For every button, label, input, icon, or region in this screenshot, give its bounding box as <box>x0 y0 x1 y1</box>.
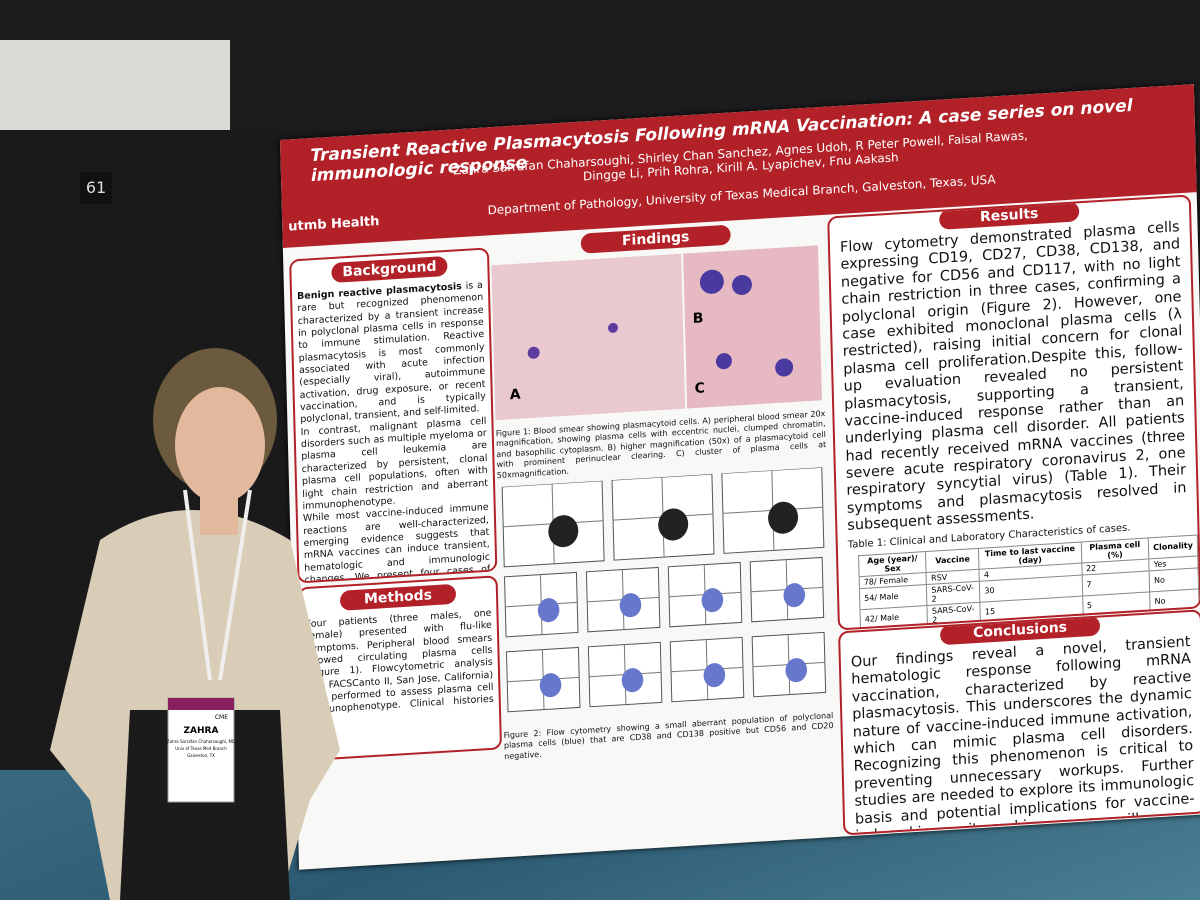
section-text: Flow cytometry demonstrated plasma cells… <box>839 219 1187 535</box>
badge-band <box>168 698 234 710</box>
results-section: Results Flow cytometry demonstrated plas… <box>827 194 1200 631</box>
badge-tag: CME <box>215 714 228 721</box>
lanyard <box>218 489 252 681</box>
cell-cluster <box>658 508 689 541</box>
table-cell: No <box>1149 567 1199 592</box>
face <box>175 387 265 503</box>
cell-cluster <box>548 515 579 548</box>
neck <box>200 495 238 535</box>
conclusions-section: Conclusions Our findings reveal a novel,… <box>838 609 1200 836</box>
logo: utmb Health <box>288 214 380 235</box>
booth-number: 61 <box>80 172 112 204</box>
panel-label: B <box>693 310 704 327</box>
lanyard <box>183 489 212 681</box>
section-heading: Background <box>331 255 448 284</box>
figure-1: A B C <box>491 245 822 421</box>
section-text: Our findings reveal a novel, transient h… <box>850 634 1195 836</box>
skirt <box>120 710 290 900</box>
cell <box>715 353 732 370</box>
cell-cluster <box>783 583 806 608</box>
cell-cluster <box>539 673 562 698</box>
panel-labels: A B C <box>510 310 706 404</box>
cell-cluster <box>703 663 726 688</box>
cell <box>527 346 540 359</box>
panel-label: A <box>510 387 521 404</box>
cell-cluster <box>619 593 642 618</box>
badge-full-name: Zahra Sarrafan Chaharsoughi, MD <box>167 739 235 744</box>
person: CME ZAHRA Zahra Sarrafan Chaharsoughi, M… <box>50 348 340 900</box>
cell-cluster <box>621 668 644 693</box>
badge-city: Galveston, TX <box>187 753 215 758</box>
cell <box>731 274 752 295</box>
cell-cluster <box>701 588 724 613</box>
smear-image <box>491 253 686 421</box>
cell-cluster <box>768 501 799 534</box>
cell-cluster <box>785 658 808 683</box>
panel-label: C <box>694 380 705 397</box>
cell-cluster <box>537 598 560 623</box>
cell <box>608 322 619 333</box>
cell <box>699 269 724 294</box>
badge-name: ZAHRA <box>184 726 219 736</box>
header-cell: Clonality <box>1148 534 1198 559</box>
cell <box>775 358 794 377</box>
poster: Transient Reactive Plasmacytosis Followi… <box>280 84 1200 870</box>
badge-institution: Univ of Texas Med Branch <box>175 746 227 751</box>
badge <box>167 697 235 803</box>
section-heading: Findings <box>580 224 731 254</box>
figure-2 <box>501 466 827 713</box>
